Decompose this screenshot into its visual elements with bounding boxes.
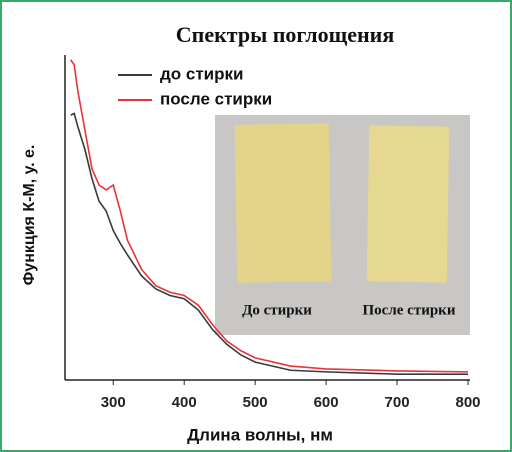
legend-label: после стирки bbox=[160, 89, 272, 108]
x-tick-label: 800 bbox=[455, 394, 480, 411]
chart-title: Спектры поглощения bbox=[176, 22, 395, 47]
legend-label: до стирки bbox=[160, 64, 243, 83]
inset-label: До стирки bbox=[242, 302, 312, 318]
x-tick-label: 400 bbox=[172, 394, 197, 411]
chart: Спектры поглощения Длина волны, нм Функц… bbox=[0, 0, 512, 452]
inset-photo: До стирки После стирки bbox=[215, 115, 470, 335]
x-tick-label: 300 bbox=[101, 394, 126, 411]
x-tick-label: 700 bbox=[385, 394, 410, 411]
x-tick-label: 600 bbox=[314, 394, 339, 411]
x-axis-label: Длина волны, нм bbox=[187, 425, 333, 444]
x-tick-label: 500 bbox=[243, 394, 268, 411]
y-axis-label: Функция К-М, у. е. bbox=[21, 145, 38, 286]
inset-label: После стирки bbox=[363, 302, 456, 318]
